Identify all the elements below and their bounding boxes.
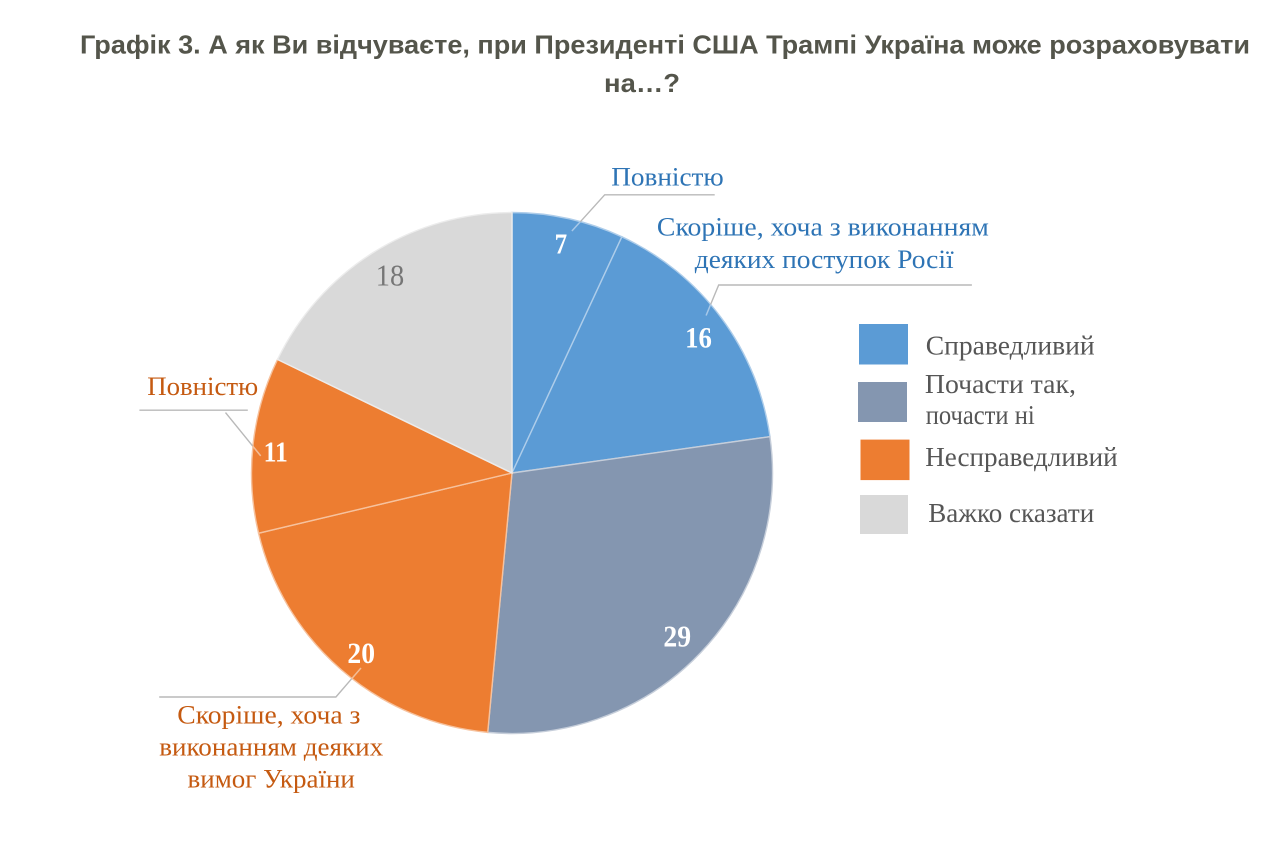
svg-text:на…?: на…? xyxy=(604,68,680,98)
svg-text:11: 11 xyxy=(264,437,288,469)
svg-text:Графік 3. А як Ви відчуваєте,: Графік 3. А як Ви відчуваєте, при Презид… xyxy=(80,30,1250,60)
svg-text:почасти ні: почасти ні xyxy=(926,399,1035,430)
svg-text:16: 16 xyxy=(685,323,712,355)
svg-text:7: 7 xyxy=(555,230,568,261)
svg-text:Повністю: Повністю xyxy=(611,162,724,192)
svg-text:Несправедливий: Несправедливий xyxy=(925,441,1118,472)
svg-text:20: 20 xyxy=(347,637,375,670)
svg-text:Важко сказати: Важко сказати xyxy=(928,497,1094,528)
svg-text:Справедливий: Справедливий xyxy=(926,329,1095,360)
svg-text:Повністю: Повністю xyxy=(147,371,258,401)
svg-text:Скоріше, хоча з виконанням: Скоріше, хоча з виконанням xyxy=(657,211,989,241)
svg-text:деяких поступок Росії: деяких поступок Росії xyxy=(695,244,954,274)
svg-text:18: 18 xyxy=(376,258,404,293)
svg-text:Скоріше, хоча з: Скоріше, хоча з xyxy=(177,700,360,730)
svg-text:виконанням деяких: виконанням деяких xyxy=(159,732,383,762)
svg-text:вимог України: вимог України xyxy=(188,764,355,794)
svg-text:Почасти так,: Почасти так, xyxy=(925,368,1076,399)
svg-text:29: 29 xyxy=(663,620,691,654)
